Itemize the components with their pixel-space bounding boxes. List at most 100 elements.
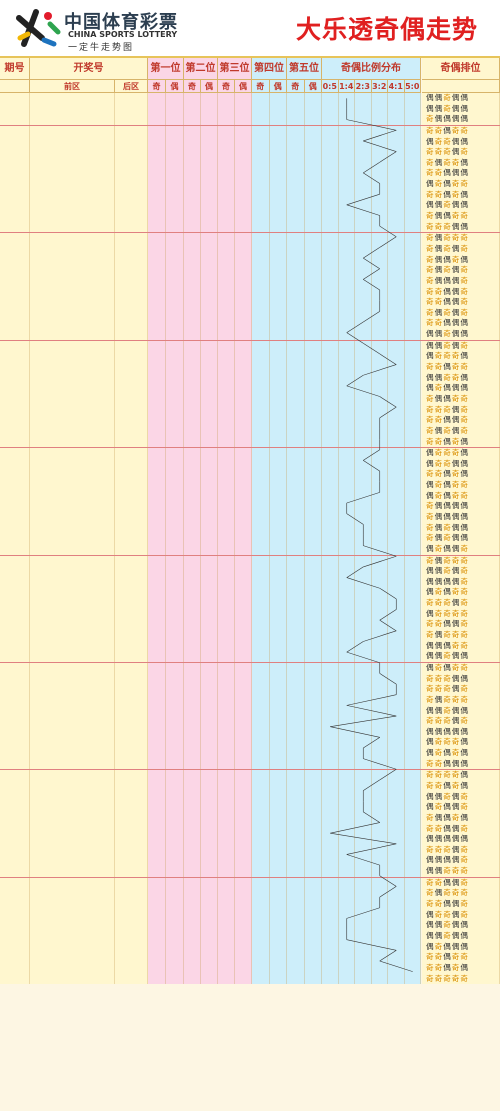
parity-sequence: 偶奇奇奇偶 — [422, 351, 500, 363]
ratio-blank — [338, 533, 355, 544]
ratio-blank — [404, 543, 421, 555]
front-numbers — [30, 157, 115, 169]
pos-2-mark — [201, 265, 218, 276]
pos-4-mark — [269, 297, 287, 308]
ratio-mark — [371, 480, 388, 491]
odd-marker: 奇 — [460, 243, 469, 253]
pos-3-blank — [218, 802, 235, 813]
pos-5-mark — [304, 383, 322, 394]
even-marker: 偶 — [460, 726, 469, 736]
odd-marker: 奇 — [434, 189, 444, 199]
pos-1-blank — [148, 748, 166, 759]
even-marker: 偶 — [460, 351, 469, 361]
pos-1-blank — [166, 619, 184, 631]
even-marker: 偶 — [460, 469, 469, 479]
even-marker: 偶 — [443, 286, 452, 296]
odd-marker: 奇 — [426, 781, 435, 790]
pos-1-blank — [148, 640, 166, 652]
ratio-blank — [388, 962, 405, 974]
ratio-blank — [338, 608, 355, 620]
even-marker: 偶 — [460, 200, 469, 210]
pos-1-blank — [166, 630, 184, 641]
odd-marker: 奇 — [434, 608, 444, 618]
ratio-blank — [322, 157, 339, 169]
pos-5-blank — [304, 125, 322, 137]
ratio-blank — [338, 716, 355, 727]
ratio-blank — [355, 619, 372, 631]
ratio-blank — [322, 855, 339, 867]
pos-2-mark — [201, 307, 218, 319]
pos-5-blank — [304, 543, 322, 555]
pos-4-mark — [269, 877, 287, 889]
pos-5-mark — [304, 962, 322, 974]
ratio-mark — [371, 781, 388, 792]
even-marker: 偶 — [426, 726, 435, 736]
pos-4-blank — [269, 640, 287, 652]
pos-5-blank — [287, 157, 305, 169]
front-numbers — [30, 490, 115, 502]
parity-sequence: 偶奇偶奇奇 — [422, 662, 500, 674]
even-marker: 偶 — [434, 533, 444, 543]
odd-marker: 奇 — [426, 147, 435, 157]
issue-number — [0, 673, 30, 685]
odd-marker: 奇 — [443, 351, 452, 361]
pos-3-mark — [218, 716, 235, 727]
ratio-mark — [355, 791, 372, 803]
ratio-blank — [322, 458, 339, 470]
odd-marker: 奇 — [460, 716, 469, 726]
ratio-blank — [355, 726, 372, 738]
back-numbers — [115, 694, 148, 706]
pos-2-blank — [201, 781, 218, 792]
even-marker: 偶 — [460, 522, 469, 532]
pos-2-mark — [184, 748, 201, 759]
pos-2-mark — [201, 393, 218, 405]
front-numbers — [30, 598, 115, 609]
issue-number — [0, 630, 30, 641]
pos-3-mark — [218, 458, 235, 470]
odd-marker: 奇 — [443, 307, 452, 317]
pos-5-blank — [304, 877, 322, 889]
back-numbers — [115, 425, 148, 437]
odd-marker: 奇 — [426, 436, 435, 446]
pos-4-mark — [252, 179, 270, 190]
even-marker: 偶 — [451, 147, 461, 157]
issue-number — [0, 640, 30, 652]
even-marker: 偶 — [443, 640, 452, 650]
ratio-blank — [388, 286, 405, 298]
pos-4-blank — [269, 179, 287, 190]
ratio-blank — [404, 200, 421, 212]
pos-5-blank — [304, 866, 322, 877]
pos-2-blank — [184, 114, 201, 125]
odd-marker: 奇 — [460, 275, 469, 285]
pos-4-blank — [252, 930, 270, 942]
ratio-blank — [388, 533, 405, 544]
ratio-blank — [388, 834, 405, 845]
pos-2-mark — [201, 425, 218, 437]
parity-sequence: 奇偶奇奇奇 — [422, 233, 500, 244]
odd-marker: 奇 — [451, 372, 461, 382]
ratio-blank — [322, 425, 339, 437]
even-marker: 偶 — [460, 941, 469, 951]
pos-1-blank — [148, 930, 166, 942]
odd-marker: 奇 — [443, 200, 452, 210]
back-numbers — [115, 125, 148, 137]
pos-2-blank — [184, 630, 201, 641]
parity-sequence: 奇奇偶奇奇 — [422, 952, 500, 963]
pos-3-blank — [218, 415, 235, 426]
odd-marker: 奇 — [451, 952, 461, 962]
ratio-blank — [355, 469, 372, 481]
col-pos-4-header: 第四位 — [252, 58, 287, 80]
ratio-blank — [355, 147, 372, 158]
pos-5-blank — [287, 200, 305, 212]
ratio-mark — [338, 705, 355, 717]
ratio-blank — [322, 125, 339, 137]
even-marker: 偶 — [460, 651, 469, 661]
even-marker: 偶 — [460, 189, 469, 199]
ratio-blank — [338, 909, 355, 921]
pos-5-blank — [287, 651, 305, 662]
ratio-blank — [371, 630, 388, 641]
pos-5-blank — [287, 351, 305, 363]
ratio-mark — [371, 221, 388, 233]
ratio-mark — [338, 576, 355, 588]
ratio-blank — [388, 351, 405, 363]
